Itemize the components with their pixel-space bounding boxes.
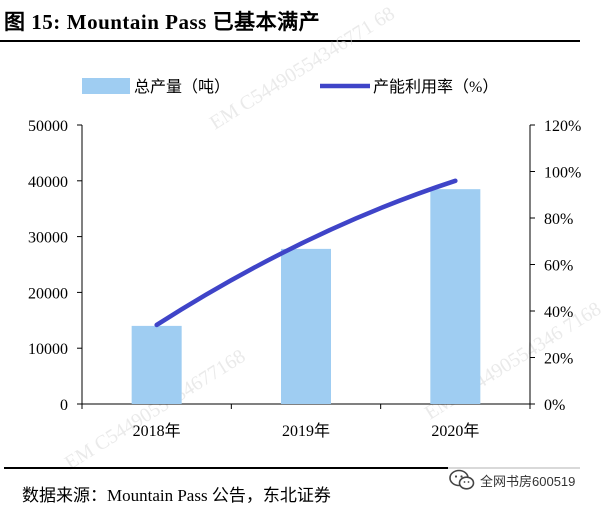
figure-title: 图 15: Mountain Pass 已基本满产 [4, 6, 320, 36]
axes: 0 10000 20000 30000 40000 50000 0% 20% 40% 60% 80%… [28, 118, 581, 440]
figure-title-text: Mountain Pass 已基本满产 [66, 10, 321, 34]
source-rule [4, 467, 580, 469]
legend: 总产量（吨） 产能利用率（%） [82, 78, 498, 96]
y-right-tick-label: 60% [544, 258, 573, 275]
wechat-text: 全网书房600519 [480, 473, 576, 489]
legend-bar-swatch [82, 78, 130, 94]
wechat-badge: 全网书房600519 [448, 467, 598, 493]
x-tick-label: 2018年 [133, 422, 181, 440]
y-left-tick-label: 40000 [28, 174, 68, 191]
x-tick-label: 2019年 [282, 422, 330, 440]
y-right-tick-label: 80% [544, 211, 573, 228]
wechat-icon [449, 469, 475, 490]
line-series [154, 178, 458, 328]
y-right-tick-label: 120% [544, 118, 581, 135]
y-left-tick-label: 50000 [28, 118, 68, 135]
y-left-tick-label: 20000 [28, 285, 68, 302]
y-left-tick-label: 10000 [28, 341, 68, 358]
bar [430, 189, 481, 404]
figure-label: 图 15: [4, 10, 61, 34]
legend-bar-label: 总产量（吨） [134, 78, 230, 96]
y-right-tick-label: 20% [544, 351, 573, 368]
y-left-tick-label: 0 [60, 397, 68, 414]
legend-line-label: 产能利用率（%） [373, 78, 498, 96]
title-rule [0, 40, 580, 42]
y-right-tick-label: 40% [544, 304, 573, 321]
bars [131, 189, 481, 404]
bar [281, 248, 331, 404]
y-right-tick-label: 0% [544, 397, 565, 414]
watermark-text: EM C54490554346771 68 [206, 3, 399, 135]
x-tick-label: 2020年 [431, 422, 479, 440]
bar [131, 325, 182, 404]
y-left-tick-label: 30000 [28, 230, 68, 247]
lines [154, 178, 458, 328]
y-right-tick-label: 100% [544, 165, 581, 182]
source-note: 数据来源：Mountain Pass 公告，东北证券 [22, 486, 331, 505]
